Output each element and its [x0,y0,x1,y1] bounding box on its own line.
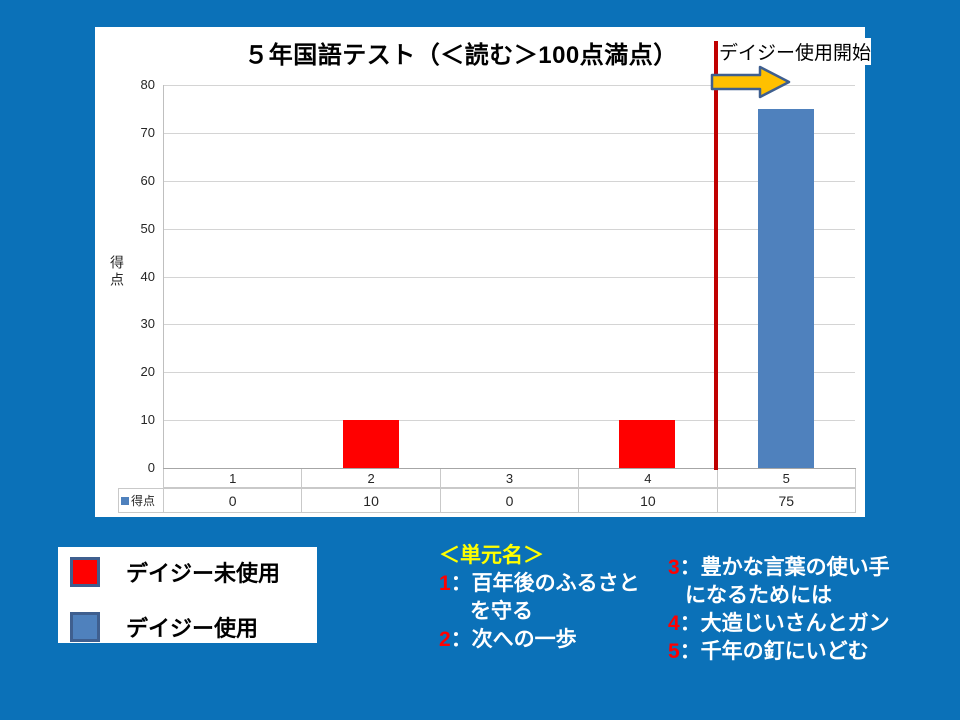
legend-swatch-2 [70,612,100,642]
daisy-start-label: デイジー使用開始 [719,38,872,65]
legend-item-1: デイジー未使用 [70,556,280,588]
ytick-label-30: 30 [140,316,155,332]
unit-names-heading: ＜単元名＞ [439,544,544,567]
unit-line-cont-1: を守る [470,600,533,623]
gridline-50 [163,228,855,230]
gridline-20 [163,372,855,374]
table-value-4: 10 [578,488,718,513]
table-value-2: 10 [301,488,441,513]
category-label-3: 3 [439,468,580,488]
table-value-3: 0 [439,488,580,513]
unit-line-3-0: 3：豊かな言葉の使い手 [668,556,890,579]
category-label-5: 5 [716,468,856,488]
legend-swatch-1 [70,557,100,587]
bar-category-2 [342,420,399,468]
legend-label-2: デイジー使用 [126,616,259,641]
unit-number: 5 [668,640,680,663]
gridline-70 [163,132,855,134]
unit-number: 3 [668,556,680,579]
category-label-4: 4 [578,468,718,488]
bar-category-5 [757,108,814,468]
unit-number: 4 [668,612,680,635]
legend-label-1: デイジー未使用 [126,561,281,586]
category-label-2: 2 [301,468,441,488]
unit-line-2-2: 2：次への一歩 [439,628,577,651]
series-marker-icon [121,496,129,505]
table-value-1: 0 [163,488,303,513]
unit-number: 1 [439,572,451,595]
ytick-label-40: 40 [140,268,155,284]
y-axis-line [163,85,164,468]
gridline-60 [163,180,855,182]
gridline-80 [163,85,855,86]
chart-panel: ５年国語テスト（＜読む＞100点満点） 得点 0 10 20 30 40 50 60 70 80… [95,27,872,517]
bar-category-4 [619,420,676,468]
unit-names-right-block: 3：豊かな言葉の使い手になるためには 4：大造じいさんとガン 5：千年の釘にいどむ [668,554,890,666]
ytick-label-60: 60 [140,172,155,188]
unit-number: 2 [439,628,451,651]
unit-line-4-2: 4：大造じいさんとガン [668,612,890,635]
table-row-label: 得点 [118,488,164,513]
right-arrow-icon [710,65,792,99]
legend-item-2: デイジー使用 [70,611,258,643]
ytick-label-50: 50 [140,220,155,236]
ytick-label-80: 80 [140,77,155,92]
gridline-30 [163,324,855,326]
ytick-label-20: 20 [140,364,155,380]
table-value-5: 75 [716,488,856,513]
legend-box: デイジー未使用 デイジー使用 [58,547,317,643]
ytick-label-10: 10 [140,412,155,428]
ytick-label-70: 70 [140,124,155,140]
unit-line-5-3: 5：千年の釘にいどむ [668,640,869,663]
unit-names-left-block: ＜単元名＞ 1：百年後のふるさとを守る 2：次への一歩 [439,542,640,654]
ytick-label-0: 0 [147,460,155,475]
y-axis-title: 得点 [109,255,125,289]
unit-line-1-0: 1：百年後のふるさと [439,572,640,595]
gridline-40 [163,276,855,278]
category-label-1: 1 [163,468,303,488]
chart-title: ５年国語テスト（＜読む＞100点満点） [244,42,678,69]
unit-line-cont-1: になるためには [685,584,832,607]
daisy-start-vline [714,41,718,470]
gridline-10 [163,420,855,422]
x-axis-line [163,468,856,469]
